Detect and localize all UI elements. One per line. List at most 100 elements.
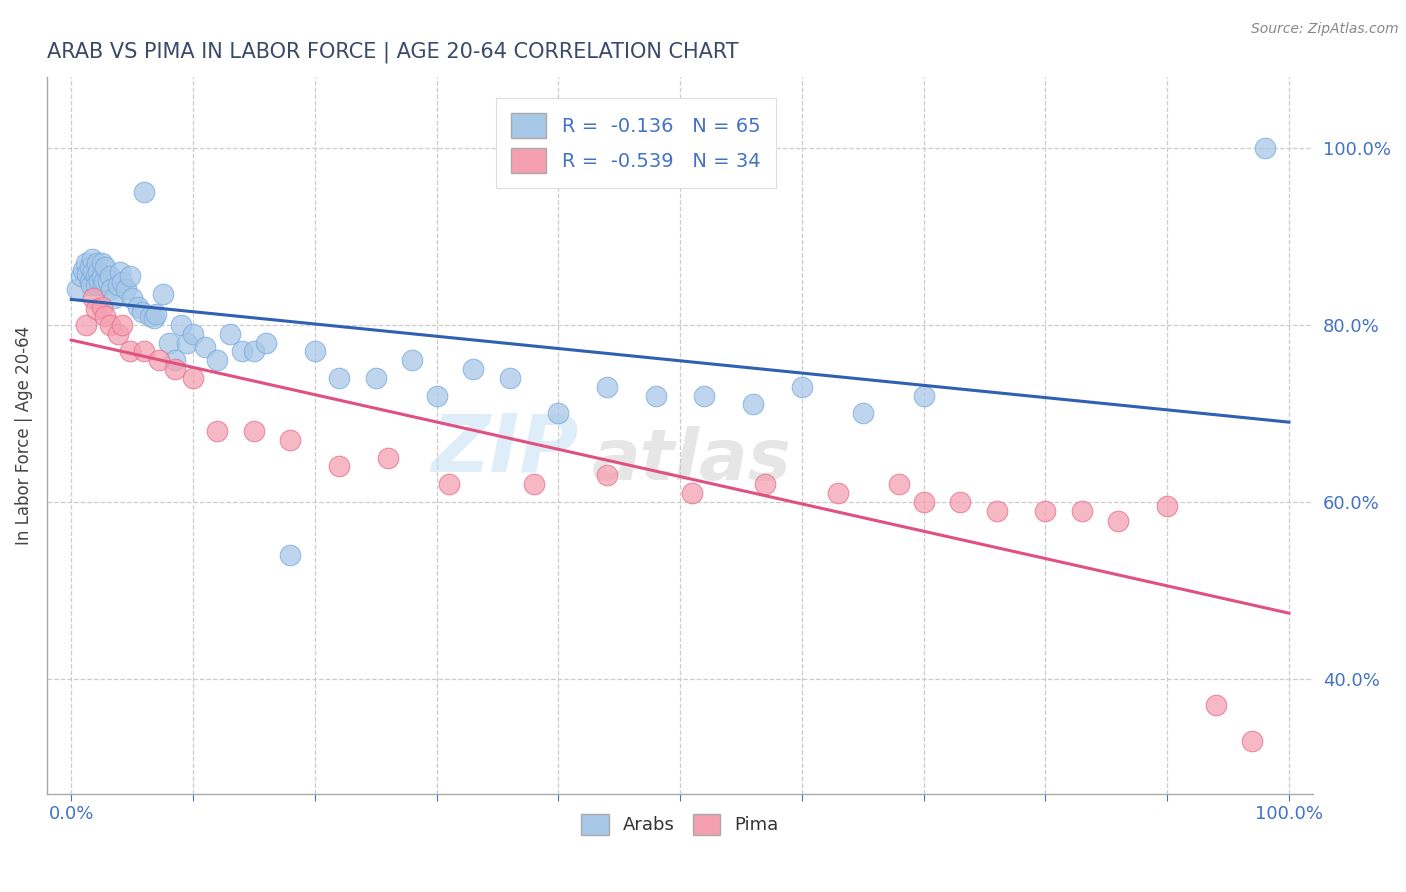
Point: [111, 276, 134, 290]
Point: [143, 310, 166, 325]
Point: [121, 291, 143, 305]
Point: [98, 269, 121, 284]
Point: [84, 301, 107, 316]
Point: [1035, 503, 1057, 517]
Point: [1205, 698, 1227, 713]
Point: [889, 477, 911, 491]
Point: [163, 353, 186, 368]
Point: [70, 269, 93, 284]
Point: [107, 278, 129, 293]
Point: [89, 274, 111, 288]
Text: atlas: atlas: [592, 426, 792, 495]
Point: [75, 256, 97, 270]
Point: [139, 309, 162, 323]
Point: [118, 344, 141, 359]
Point: [681, 486, 703, 500]
Point: [76, 267, 98, 281]
Point: [79, 260, 101, 275]
Point: [194, 340, 217, 354]
Point: [82, 291, 104, 305]
Point: [280, 433, 302, 447]
Point: [134, 185, 156, 199]
Point: [170, 318, 193, 332]
Text: ARAB VS PIMA IN LABOR FORCE | AGE 20-64 CORRELATION CHART: ARAB VS PIMA IN LABOR FORCE | AGE 20-64 …: [46, 42, 738, 63]
Point: [108, 265, 131, 279]
Point: [401, 353, 423, 368]
Point: [94, 309, 117, 323]
Point: [742, 397, 765, 411]
Point: [97, 274, 120, 288]
Point: [181, 371, 204, 385]
Point: [827, 486, 849, 500]
Point: [80, 252, 103, 266]
Point: [75, 318, 97, 332]
Point: [84, 269, 107, 284]
Point: [754, 477, 776, 491]
Point: [90, 300, 112, 314]
Point: [207, 424, 229, 438]
Point: [328, 459, 350, 474]
Point: [98, 318, 121, 332]
Point: [79, 274, 101, 288]
Point: [986, 503, 1008, 517]
Point: [82, 265, 104, 279]
Point: [377, 450, 399, 465]
Point: [90, 256, 112, 270]
Point: [145, 307, 167, 321]
Point: [107, 326, 129, 341]
Point: [693, 389, 716, 403]
Point: [437, 477, 460, 491]
Text: Source: ZipAtlas.com: Source: ZipAtlas.com: [1251, 22, 1399, 37]
Point: [87, 265, 110, 279]
Point: [134, 344, 156, 359]
Point: [115, 283, 138, 297]
Point: [254, 335, 277, 350]
Point: [72, 263, 94, 277]
Point: [596, 468, 619, 483]
Point: [91, 278, 114, 293]
Point: [152, 287, 174, 301]
Y-axis label: In Labor Force | Age 20-64: In Labor Force | Age 20-64: [15, 326, 32, 545]
Point: [157, 335, 180, 350]
Point: [243, 344, 266, 359]
Point: [207, 353, 229, 368]
Point: [84, 278, 107, 293]
Text: ZIP: ZIP: [432, 411, 579, 489]
Point: [644, 389, 666, 403]
Point: [912, 495, 935, 509]
Point: [547, 406, 569, 420]
Point: [163, 362, 186, 376]
Point: [80, 278, 103, 293]
Point: [181, 326, 204, 341]
Point: [1156, 499, 1178, 513]
Point: [912, 389, 935, 403]
Point: [328, 371, 350, 385]
Point: [1107, 514, 1129, 528]
Point: [304, 344, 326, 359]
Legend: R =  -0.136   N = 65, R =  -0.539   N = 34: R = -0.136 N = 65, R = -0.539 N = 34: [495, 97, 776, 188]
Point: [461, 362, 484, 376]
Point: [498, 371, 520, 385]
Point: [1071, 503, 1094, 517]
Point: [425, 389, 447, 403]
Point: [86, 256, 108, 270]
Point: [243, 424, 266, 438]
Point: [231, 344, 253, 359]
Point: [218, 326, 240, 341]
Point: [118, 269, 141, 284]
Point: [596, 380, 619, 394]
Point: [364, 371, 387, 385]
Point: [100, 283, 122, 297]
Point: [93, 274, 115, 288]
Point: [790, 380, 813, 394]
Point: [176, 335, 198, 350]
Point: [280, 548, 302, 562]
Point: [66, 283, 89, 297]
Point: [111, 318, 134, 332]
Point: [127, 300, 149, 314]
Point: [90, 269, 112, 284]
Point: [523, 477, 546, 491]
Point: [949, 495, 972, 509]
Point: [852, 406, 875, 420]
Point: [1253, 141, 1275, 155]
